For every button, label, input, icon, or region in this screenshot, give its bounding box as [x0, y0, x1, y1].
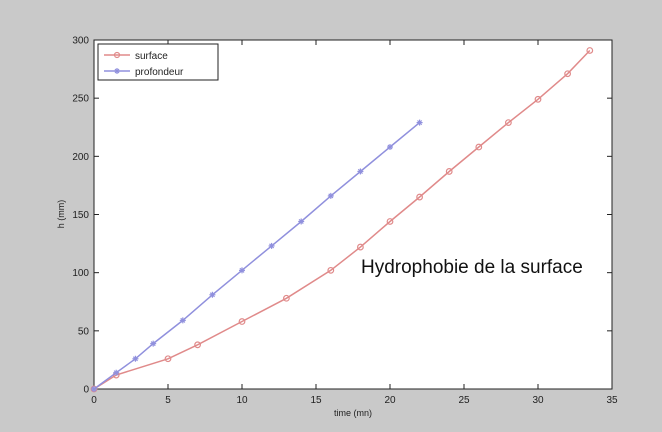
data-point-profondeur: [327, 192, 334, 199]
data-point-surface: [164, 355, 172, 363]
data-point-profondeur: [113, 369, 120, 376]
axes: 0 5 10 15 20 25 30 35 0 50 100 150 200 250 300: [72, 36, 618, 407]
series-line-surface: [93, 49, 591, 390]
x-tick-label: 20: [384, 395, 396, 406]
legend-marker-surface: [113, 51, 121, 59]
y-tick-label: 200: [72, 152, 89, 163]
plot-area: [93, 39, 613, 390]
series-layer: [90, 47, 594, 393]
data-point-profondeur: [209, 291, 216, 298]
data-point-surface: [357, 243, 364, 251]
data-point-profondeur: [91, 386, 97, 392]
y-axis-label: h (mm): [56, 200, 66, 229]
data-point-surface: [445, 168, 453, 175]
data-point-profondeur: [357, 168, 364, 175]
y-tick-label: 150: [72, 210, 89, 221]
data-point-surface: [475, 143, 483, 151]
data-point-surface: [283, 294, 290, 302]
x-tick-label: 5: [165, 395, 171, 406]
data-point-profondeur: [416, 119, 423, 126]
data-point-surface: [327, 266, 335, 274]
x-axis-label: time (mn): [334, 408, 372, 418]
data-point-surface: [534, 95, 542, 103]
data-point-profondeur: [150, 340, 157, 347]
data-point-surface: [564, 70, 571, 78]
data-point-profondeur: [298, 218, 305, 225]
x-tick-label: 0: [91, 395, 97, 406]
data-point-surface: [386, 218, 394, 225]
x-tick-label: 25: [458, 395, 470, 406]
y-tick-label: 100: [72, 268, 89, 279]
legend: surface profondeur: [97, 43, 219, 81]
legend-box: [97, 43, 219, 81]
data-point-surface: [194, 341, 202, 349]
data-point-surface: [416, 193, 424, 201]
data-point-profondeur: [239, 267, 245, 274]
chart-annotation: Hydrophobie de la surface: [361, 257, 583, 278]
x-tick-label: 35: [606, 395, 618, 406]
y-tick-label: 300: [72, 36, 89, 47]
x-tick-label: 30: [532, 395, 544, 406]
x-tick-label: 10: [236, 395, 248, 406]
x-tick-label: 15: [310, 395, 322, 406]
data-point-profondeur: [132, 355, 139, 362]
data-point-surface: [586, 47, 594, 54]
legend-label-surface: surface: [135, 51, 168, 62]
y-tick-label: 50: [78, 326, 90, 337]
data-point-profondeur: [268, 242, 275, 249]
y-tick-label: 250: [72, 94, 89, 105]
y-tick-label: 0: [83, 385, 89, 396]
data-point-profondeur: [179, 317, 186, 324]
legend-label-profondeur: profondeur: [135, 67, 184, 78]
data-point-surface: [238, 318, 246, 325]
legend-marker-profondeur: [114, 68, 120, 74]
data-point-profondeur: [387, 144, 393, 151]
data-point-surface: [505, 119, 512, 126]
